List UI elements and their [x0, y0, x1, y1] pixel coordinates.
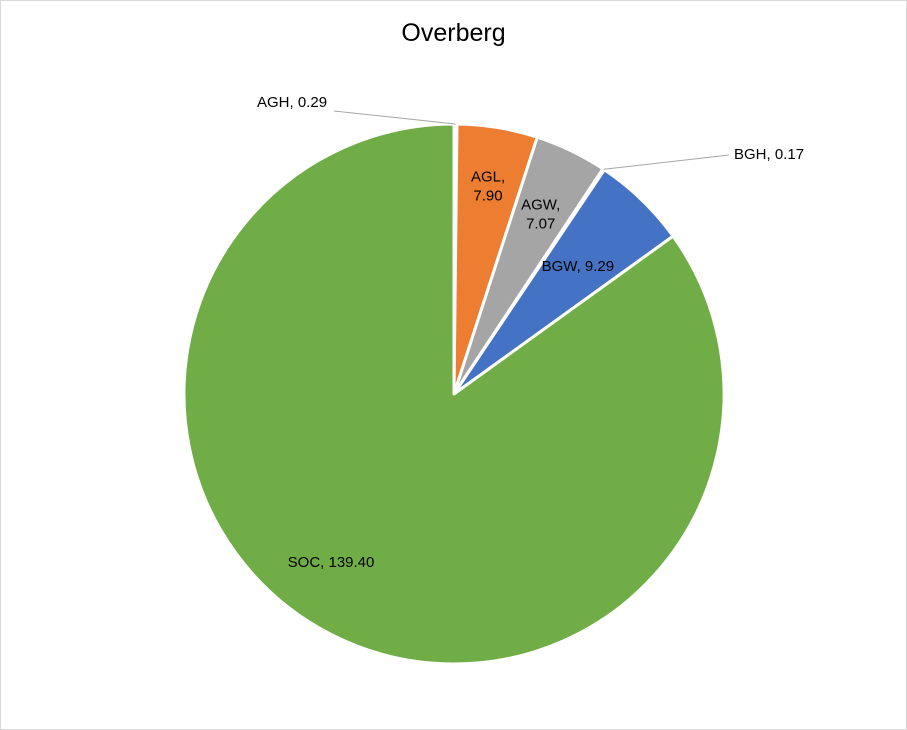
data-label-soc: SOC, 139.40 [288, 554, 375, 571]
data-label-bgh: BGH, 0.17 [734, 146, 804, 163]
data-label-agl: AGL, 7.90 [471, 169, 505, 205]
pie-slice-soc [182, 122, 726, 666]
leader-line-bgh [603, 154, 730, 170]
data-label-agw: AGW, 7.07 [521, 196, 560, 232]
pie-leader-lines [333, 110, 730, 170]
pie-slices [182, 122, 726, 666]
pie-labels: AGH, 0.29 AGL, 7.90 AGW, 7.07 BGH, 0.17 BGW, 9… [257, 94, 804, 571]
leader-line-agh [333, 110, 456, 125]
data-label-bgw: BGW, 9.29 [542, 258, 615, 275]
data-label-agh: AGH, 0.29 [257, 94, 327, 111]
chart-title: Overberg [401, 19, 506, 47]
